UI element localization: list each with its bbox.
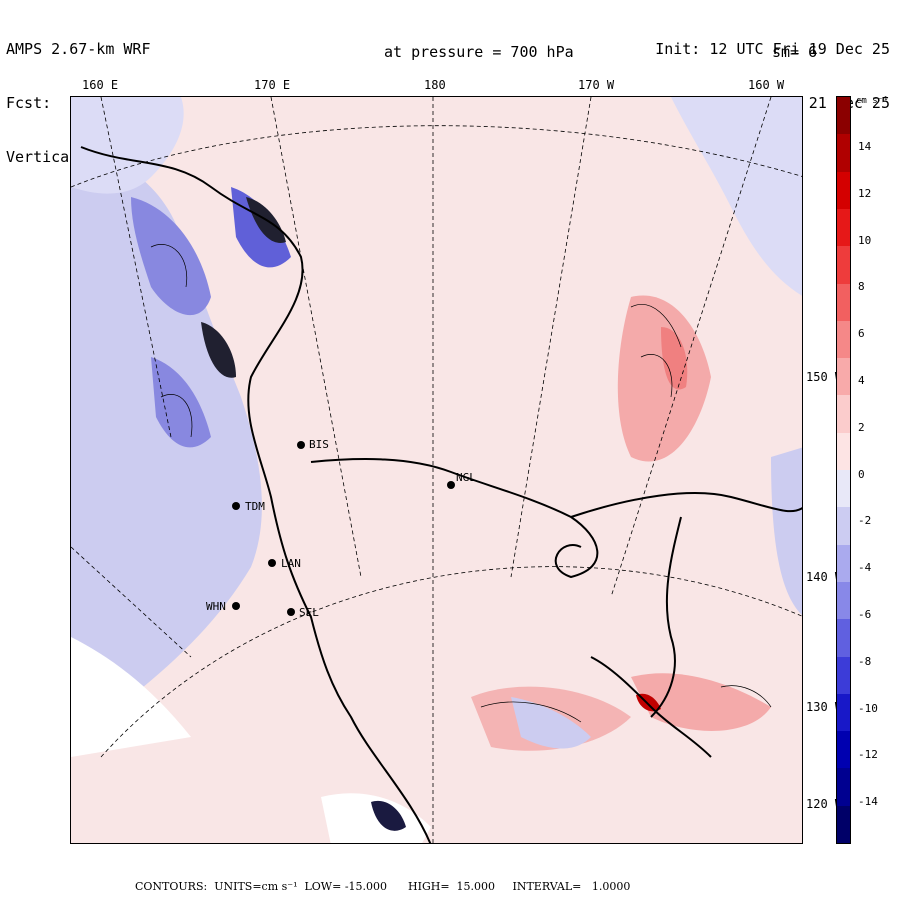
white-area <box>71 637 191 757</box>
colorbar-label: -4 <box>858 561 872 575</box>
colorbar-swatch <box>837 470 850 508</box>
colorbar-swatch <box>837 134 850 173</box>
colorbar-label: -10 <box>858 701 878 715</box>
colorbar-swatch <box>837 805 850 844</box>
colorbar-swatch <box>837 171 850 210</box>
station-tdm: TDM <box>245 500 265 513</box>
colorbar-swatch <box>837 731 850 769</box>
lon-label-170e: 170 E <box>254 78 291 92</box>
lat-label-130w: 130 W <box>806 700 843 714</box>
colorbar-swatch <box>837 395 850 434</box>
lat-label-150w: 150 W <box>806 370 843 384</box>
blue-region-northwest <box>71 97 184 194</box>
red-region-east <box>617 295 711 462</box>
station-marker-whn <box>232 602 240 610</box>
colorbar-swatch <box>837 693 850 732</box>
colorbar-swatch <box>837 507 850 546</box>
colorbar-swatch <box>837 246 850 284</box>
colorbar-swatch <box>837 320 850 359</box>
lon-label-170w: 170 W <box>578 78 615 92</box>
white-area-south <box>321 793 431 843</box>
colorbar <box>836 96 851 844</box>
contour-info-footer: CONTOURS: UNITS=cm s⁻¹ LOW= -15.000 HIGH… <box>135 880 631 893</box>
lon-label-180: 180 <box>424 78 446 92</box>
station-whn: WHN <box>206 600 226 613</box>
blue-core-2 <box>151 357 211 448</box>
pressure-level: at pressure = 700 hPa <box>384 43 574 61</box>
lat-label-120w: 120 W <box>806 797 843 811</box>
colorbar-label: 12 <box>858 186 872 200</box>
colorbar-swatch <box>837 358 850 396</box>
blue-region-south <box>511 697 591 749</box>
colorbar-swatch <box>837 656 850 695</box>
dark-core-mountains <box>201 322 236 378</box>
colorbar-label: -2 <box>858 514 872 528</box>
graticule <box>71 97 802 843</box>
colorbar-swatch <box>837 768 850 807</box>
lon-label-160e: 160 E <box>82 78 119 92</box>
contour-lines <box>150 244 772 723</box>
lat-label-140w: 140 W <box>806 570 843 584</box>
blue-region-northeast <box>671 97 802 296</box>
model-title: AMPS 2.67-km WRF <box>6 40 151 58</box>
colorbar-label: 4 <box>858 374 865 387</box>
colorbar-label: -14 <box>858 795 878 809</box>
colorbar-label: 14 <box>858 140 872 153</box>
colorbar-label: 10 <box>858 233 872 247</box>
colorbar-label: -12 <box>858 748 878 762</box>
colorbar-swatch <box>837 97 850 135</box>
colorbar-label: -8 <box>858 654 872 668</box>
smoothing-label: sm= 6 <box>772 43 818 61</box>
dark-core-south <box>371 800 406 831</box>
lon-label-160w: 160 W <box>748 78 785 92</box>
blue-core-1 <box>131 197 211 316</box>
colorbar-swatch <box>837 283 850 322</box>
vertical-velocity-map <box>71 97 802 843</box>
init-time: Init: 12 UTC Fri 19 Dec 25 <box>655 40 890 58</box>
station-bis: BIS <box>309 438 329 451</box>
station-marker-lan <box>268 559 276 567</box>
red-region-southeast <box>631 673 771 731</box>
colorbar-label: 2 <box>858 420 865 434</box>
red-core-east <box>661 327 688 390</box>
colorbar-swatch <box>837 619 850 657</box>
station-marker-sel <box>287 608 295 616</box>
colorbar-label: 0 <box>858 467 865 481</box>
coastline <box>80 146 802 843</box>
colorbar-swatch <box>837 544 850 583</box>
colorbar-swatch <box>837 581 850 620</box>
colorbar-swatch <box>837 432 850 471</box>
colorbar-label: 8 <box>858 280 865 294</box>
station-marker-ngl <box>447 481 455 489</box>
station-marker-bis <box>297 441 305 449</box>
station-ngl: NGL <box>456 471 476 484</box>
station-marker-tdm <box>232 502 240 510</box>
station-lan: LAN <box>281 557 301 570</box>
colorbar-swatch <box>837 208 850 247</box>
map-panel <box>70 96 803 844</box>
colorbar-units: cm s⁻¹ <box>856 96 889 106</box>
colorbar-label: -6 <box>858 608 872 621</box>
station-sel: SEL <box>299 606 319 619</box>
colorbar-label: 6 <box>858 327 865 341</box>
blue-region-east <box>771 447 802 615</box>
